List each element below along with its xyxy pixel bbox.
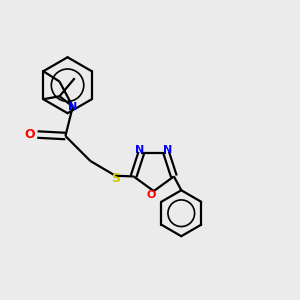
Text: S: S (112, 172, 121, 185)
Text: N: N (135, 145, 144, 155)
Text: O: O (146, 190, 155, 200)
Text: N: N (68, 102, 77, 112)
Text: O: O (25, 128, 35, 141)
Text: N: N (163, 145, 172, 155)
